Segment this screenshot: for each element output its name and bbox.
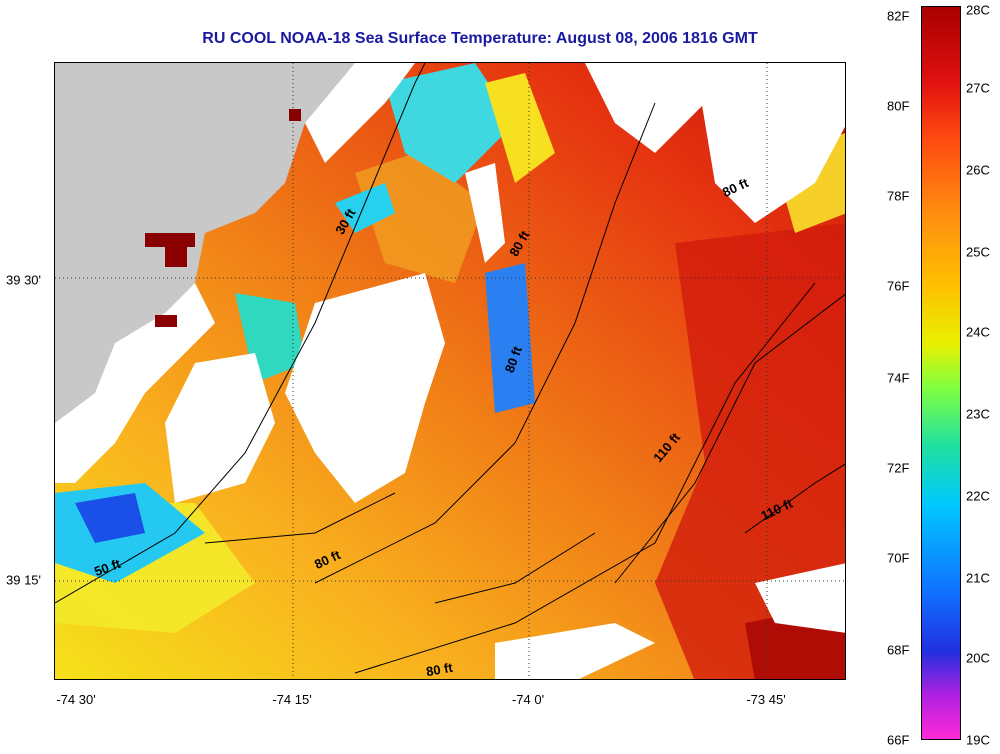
- y-tick-label: 39 30': [6, 272, 42, 288]
- contour-110ft: [614, 293, 845, 584]
- colorbar-c-label: 24C: [966, 324, 990, 340]
- x-tick-label: -73 45': [746, 692, 786, 707]
- contour-80ft-a: [314, 102, 656, 584]
- contour-30ft: [55, 63, 426, 604]
- land: [55, 63, 355, 423]
- x-tick-label: -74 30': [56, 692, 96, 707]
- colorbar-f-label: 70F: [887, 550, 910, 566]
- x-tick-label: -74 15': [272, 692, 312, 707]
- y-tick-label: 39 15': [6, 572, 42, 588]
- colorbar-f-label: 66F: [887, 732, 910, 748]
- colorbar-f-label: 82F: [887, 8, 910, 24]
- colorbar-f-label: 76F: [887, 278, 910, 294]
- contour-80ft-b: [354, 282, 816, 674]
- colorbar-f-label: 80F: [887, 98, 910, 114]
- colorbar-c-label: 23C: [966, 406, 990, 422]
- colorbar-c-label: 22C: [966, 488, 990, 504]
- colorbar-c-label: 27C: [966, 80, 990, 96]
- colorbar-f-label: 78F: [887, 188, 910, 204]
- colorbar-c-label: 25C: [966, 244, 990, 260]
- sst-map: [54, 62, 846, 680]
- sst-map-graphic: [55, 63, 845, 679]
- chart-title: RU COOL NOAA-18 Sea Surface Temperature:…: [202, 30, 758, 47]
- colorbar-c-label: 28C: [966, 2, 990, 18]
- colorbar-f-label: 68F: [887, 642, 910, 658]
- colorbar-c-label: 19C: [966, 732, 990, 748]
- x-tick-label: -74 0': [511, 692, 545, 707]
- cloud-mask: [285, 273, 445, 503]
- colorbar-f-label: 72F: [887, 460, 910, 476]
- warm-core: [655, 223, 845, 679]
- colorbar-c-label: 21C: [966, 570, 990, 586]
- colorbar-f-label: 74F: [887, 370, 910, 386]
- colorbar-c-label: 20C: [966, 650, 990, 666]
- colorbar-c-label: 26C: [966, 162, 990, 178]
- colorbar: [921, 6, 961, 740]
